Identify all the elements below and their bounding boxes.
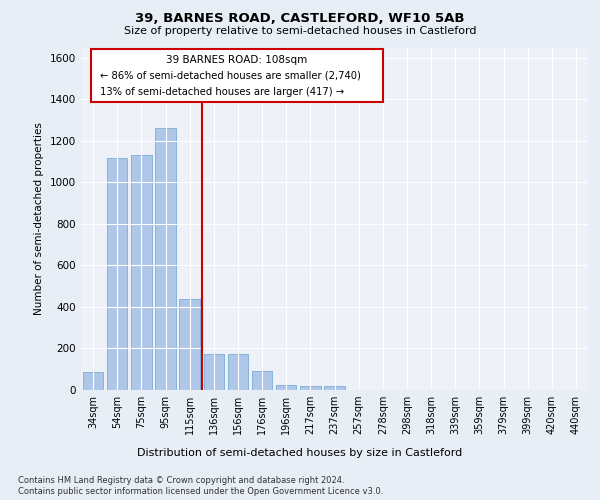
Text: 39, BARNES ROAD, CASTLEFORD, WF10 5AB: 39, BARNES ROAD, CASTLEFORD, WF10 5AB: [135, 12, 465, 26]
Bar: [252, 372, 272, 390]
Text: Distribution of semi-detached houses by size in Castleford: Distribution of semi-detached houses by …: [137, 448, 463, 458]
Bar: [179, 298, 200, 390]
Bar: [324, 386, 345, 390]
Bar: [300, 386, 320, 390]
Bar: [83, 372, 103, 390]
Text: Contains public sector information licensed under the Open Government Licence v3: Contains public sector information licen…: [18, 488, 383, 496]
Y-axis label: Number of semi-detached properties: Number of semi-detached properties: [34, 122, 44, 315]
Bar: [131, 156, 152, 390]
Bar: [276, 385, 296, 390]
FancyBboxPatch shape: [91, 49, 383, 102]
Bar: [155, 128, 176, 390]
Text: Contains HM Land Registry data © Crown copyright and database right 2024.: Contains HM Land Registry data © Crown c…: [18, 476, 344, 485]
Bar: [227, 354, 248, 390]
Bar: [203, 354, 224, 390]
Text: Size of property relative to semi-detached houses in Castleford: Size of property relative to semi-detach…: [124, 26, 476, 36]
Text: 13% of semi-detached houses are larger (417) →: 13% of semi-detached houses are larger (…: [100, 86, 344, 97]
Bar: [107, 158, 127, 390]
Text: ← 86% of semi-detached houses are smaller (2,740): ← 86% of semi-detached houses are smalle…: [100, 71, 361, 81]
Text: 39 BARNES ROAD: 108sqm: 39 BARNES ROAD: 108sqm: [166, 55, 308, 65]
